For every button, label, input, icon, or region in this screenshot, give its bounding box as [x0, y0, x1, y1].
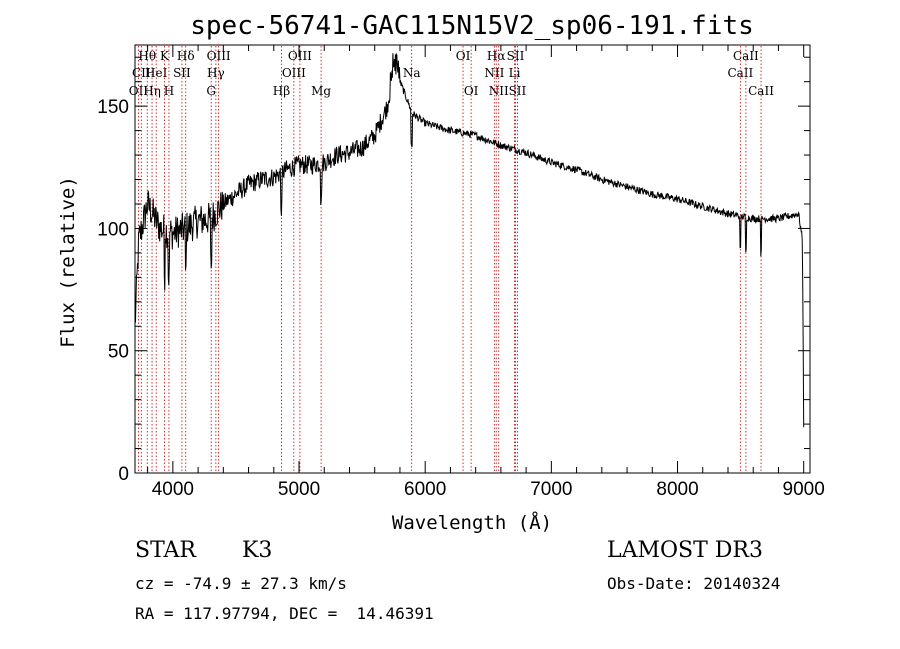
emission-line-markers: OII CII Hθ Hη HeI K H SII Hδ G Hγ OIII Hβ OIII OIII Mg N…	[129, 46, 774, 473]
line-label: Hγ	[207, 66, 225, 80]
axis-ticks: 4000 5000 6000 7000 8000 9000 0 50 100 150	[97, 45, 825, 500]
line-label: CaII	[733, 49, 759, 63]
object-class: STAR	[135, 538, 196, 563]
x-tick-label: 5000	[278, 479, 320, 500]
line-label: Mg	[311, 84, 331, 98]
x-axis-label: Wavelength (Å)	[392, 511, 552, 534]
redshift-velocity: cz = -74.9 ± 27.3 km/s	[135, 574, 347, 593]
line-label: OII	[129, 84, 149, 98]
y-axis-label: Flux (relative)	[57, 176, 79, 348]
line-label: SII	[507, 49, 525, 63]
y-tick-label: 100	[97, 219, 129, 240]
y-tick-label: 0	[118, 464, 129, 485]
chart-title: spec-56741-GAC115N15V2_sp06-191.fits	[190, 11, 754, 41]
line-label: CII	[132, 66, 151, 80]
x-tick-label: 4000	[152, 479, 194, 500]
line-label: OIII	[282, 66, 306, 80]
line-label: OI	[464, 84, 479, 98]
line-label: OIII	[288, 49, 312, 63]
line-label: OIII	[207, 49, 231, 63]
y-tick-label: 150	[97, 97, 129, 118]
line-label: Na	[403, 66, 421, 80]
line-label: Hδ	[177, 49, 195, 63]
spectrum-series	[134, 52, 805, 428]
plot-frame	[134, 44, 811, 474]
line-label: CaII	[748, 84, 774, 98]
line-label: SII	[173, 66, 191, 80]
line-label: K	[160, 49, 170, 63]
survey-name: LAMOST DR3	[607, 538, 763, 563]
observation-date: Obs-Date: 20140324	[607, 574, 781, 593]
coordinates: RA = 117.97794, DEC = 14.46391	[135, 604, 434, 623]
x-tick-label: 7000	[530, 479, 572, 500]
line-label: Hη	[143, 84, 161, 98]
x-tick-label: 6000	[404, 479, 446, 500]
line-label: CaII	[727, 66, 753, 80]
line-label: H	[164, 84, 174, 98]
line-label: NII	[484, 66, 504, 80]
line-label: NII	[489, 84, 509, 98]
line-label: Hβ	[273, 84, 290, 98]
line-label: HeI	[145, 66, 168, 80]
y-tick-label: 50	[108, 342, 129, 363]
object-subclass: K3	[242, 538, 273, 563]
x-tick-label: 8000	[656, 479, 698, 500]
line-label: SII	[509, 84, 527, 98]
line-label: Hθ	[138, 49, 156, 63]
x-tick-label: 9000	[783, 479, 825, 500]
line-label: G	[206, 84, 216, 98]
line-label: Hα	[487, 49, 506, 63]
line-label: OI	[456, 49, 471, 63]
line-label: Li	[509, 66, 521, 80]
